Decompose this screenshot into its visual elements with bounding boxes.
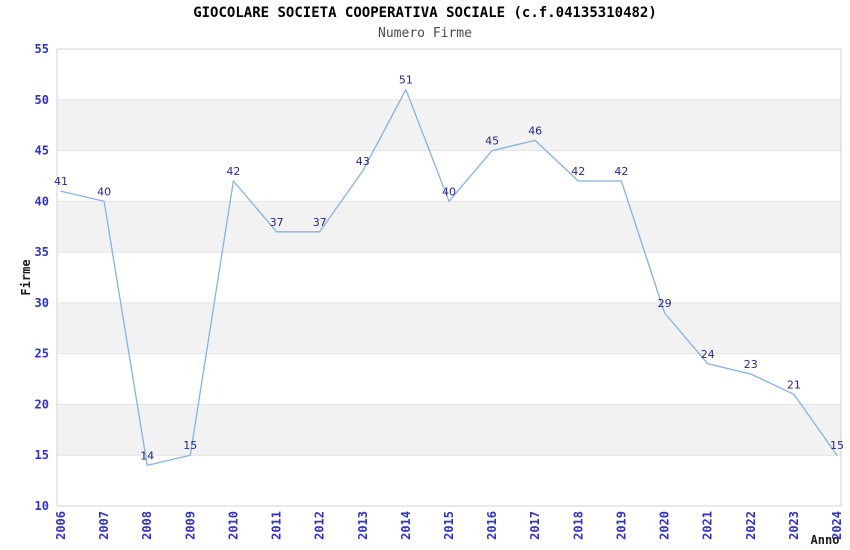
chart-title: GIOCOLARE SOCIETA COOPERATIVA SOCIALE (c… (193, 5, 657, 21)
point-label: 21 (787, 378, 801, 391)
point-label: 42 (226, 165, 240, 178)
point-label: 37 (313, 216, 327, 229)
y-tick-label: 45 (35, 144, 49, 158)
x-tick-label: 2018 (571, 511, 585, 540)
x-tick-label: 2024 (830, 511, 844, 540)
point-label: 43 (356, 155, 370, 168)
y-tick-label: 15 (35, 448, 49, 462)
point-label: 42 (571, 165, 585, 178)
x-axis-title: Anno (811, 533, 840, 547)
x-tick-label: 2012 (313, 511, 327, 540)
x-tick-label: 2021 (701, 511, 715, 540)
y-tick-label: 55 (35, 42, 49, 56)
x-tick-label: 2011 (270, 511, 284, 540)
point-label: 46 (528, 124, 542, 137)
x-tick-label: 2023 (787, 511, 801, 540)
plot-band (57, 302, 841, 354)
point-label: 41 (54, 175, 68, 188)
x-tick-label: 2008 (140, 511, 154, 540)
y-tick-label: 50 (35, 93, 49, 107)
point-label: 29 (658, 297, 672, 310)
point-label: 14 (140, 449, 154, 462)
point-label: 40 (97, 185, 111, 198)
y-tick-label: 30 (35, 296, 49, 310)
point-label: 45 (485, 135, 499, 148)
plot-band (57, 404, 841, 456)
point-label: 37 (270, 216, 284, 229)
point-label: 15 (183, 439, 197, 452)
y-tick-label: 25 (35, 347, 49, 361)
y-tick-label: 35 (35, 245, 49, 259)
y-tick-label: 20 (35, 397, 49, 411)
x-tick-label: 2015 (442, 511, 456, 540)
x-tick-label: 2014 (399, 511, 413, 540)
x-tick-label: 2009 (183, 511, 197, 540)
plot-band (57, 99, 841, 151)
plot-band (57, 201, 841, 253)
point-label: 24 (701, 348, 715, 361)
x-tick-label: 2016 (485, 511, 499, 540)
chart-subtitle: Numero Firme (378, 26, 472, 41)
x-tick-label: 2006 (54, 511, 68, 540)
x-tick-label: 2010 (226, 511, 240, 540)
x-tick-label: 2017 (528, 511, 542, 540)
x-tick-label: 2022 (744, 511, 758, 540)
point-label: 15 (830, 439, 844, 452)
point-label: 23 (744, 358, 758, 371)
x-tick-label: 2019 (614, 511, 628, 540)
plot-border (56, 48, 842, 507)
y-axis-title: Firme (19, 259, 33, 295)
x-tick-label: 2020 (658, 511, 672, 540)
y-tick-label: 10 (35, 499, 49, 513)
y-tick-label: 40 (35, 194, 49, 208)
x-tick-label: 2007 (97, 511, 111, 540)
series-line (60, 88, 838, 467)
point-label: 51 (399, 74, 413, 87)
point-label: 40 (442, 185, 456, 198)
point-label: 42 (614, 165, 628, 178)
x-tick-label: 2013 (356, 511, 370, 540)
